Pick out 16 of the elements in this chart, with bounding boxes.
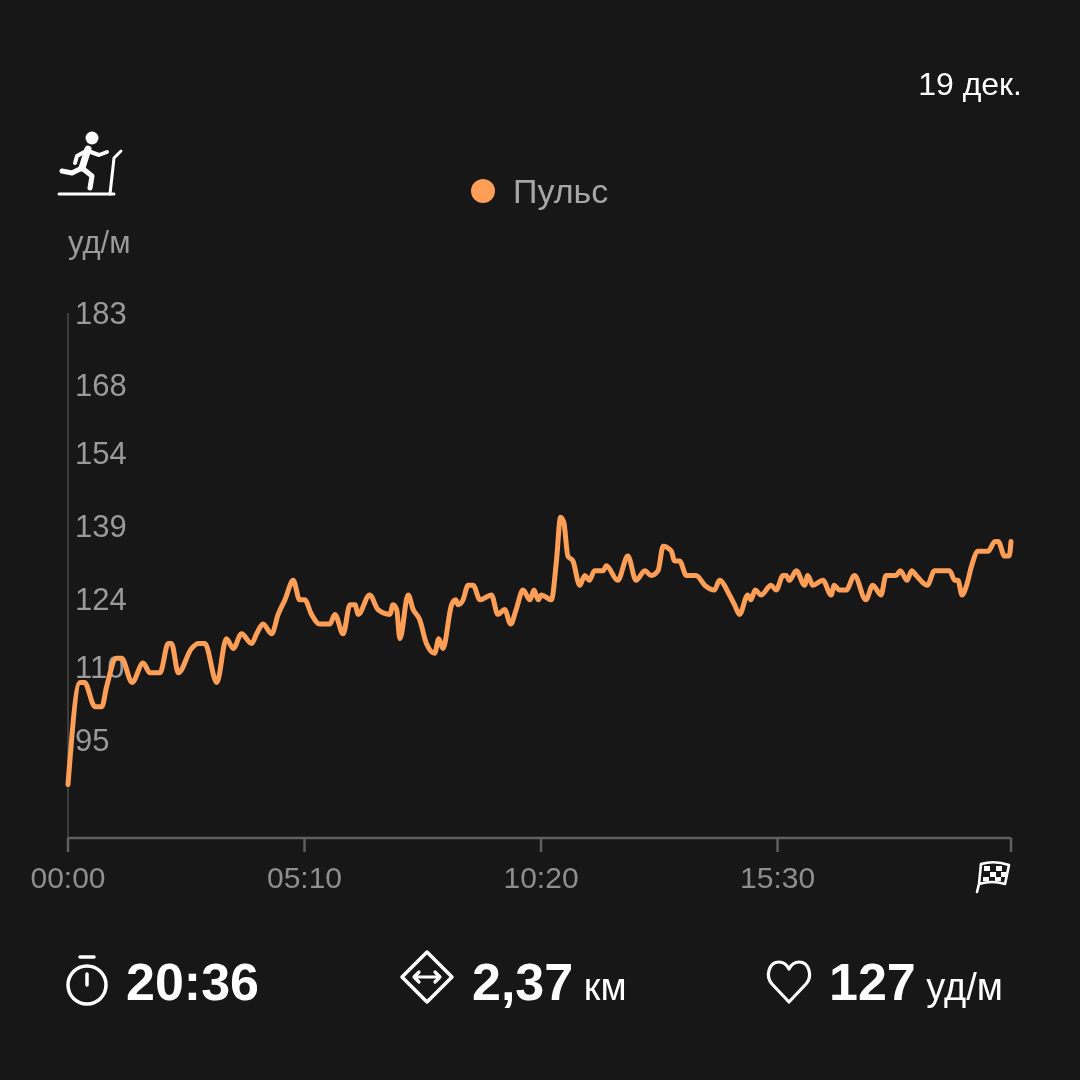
y-tick-label: 95 <box>75 723 110 759</box>
text: 127 уд/м <box>829 953 1003 1011</box>
text: 2,37 км <box>472 953 627 1011</box>
y-tick-label: 183 <box>75 295 127 331</box>
y-tick-label: 139 <box>75 509 127 545</box>
y-tick-label: 154 <box>75 436 127 472</box>
x-tick-label: 10:20 <box>503 860 579 894</box>
y-tick-label: 168 <box>75 368 127 404</box>
text: 20:36 <box>126 953 259 1011</box>
x-tick-label: 05:10 <box>266 860 343 894</box>
y-tick-label: 124 <box>75 582 127 618</box>
x-tick-label: 15:30 <box>740 860 816 894</box>
y-axis-title: уд/м <box>68 224 131 260</box>
x-tick-label: 00:00 <box>30 860 106 894</box>
legend-label: Пульс <box>513 172 609 210</box>
text: 19 дек. <box>918 66 1022 102</box>
